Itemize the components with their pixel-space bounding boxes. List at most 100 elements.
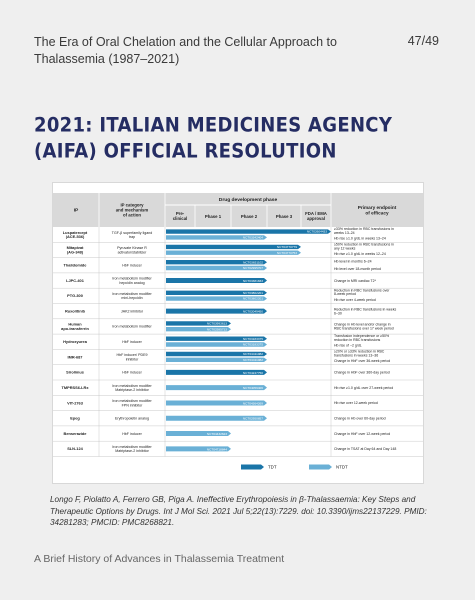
header-approval: FDA / EMA approval — [305, 211, 327, 221]
pipeline-bar-tdt — [166, 351, 267, 357]
bar-nct-label: NCT04432623 — [207, 432, 227, 436]
row-ip: LJPC-401 — [66, 278, 85, 283]
bar-nct-label: NCT03802201 — [243, 297, 263, 301]
pipeline-bar-ntdt — [166, 446, 231, 452]
row-endpoint: Hb rise over 12-week period — [334, 401, 378, 405]
pipeline-bar-ntdt — [166, 385, 267, 391]
bar-nct-label: NCT03342404 — [243, 236, 263, 240]
pipeline-bar-tdt — [166, 369, 267, 375]
page-number: 47/49 — [407, 34, 439, 48]
bar-nct-label: NCT04247750 — [243, 371, 263, 375]
pipeline-bar-ntdt — [166, 357, 267, 362]
bar-nct-label: NCT04718844 — [207, 447, 227, 451]
pipeline-bar-ntdt — [166, 431, 231, 437]
pipeline-bar-ntdt — [166, 342, 267, 347]
row-ip: SLN-124 — [67, 446, 83, 451]
bar-nct-label: NCT04059406 — [243, 386, 263, 390]
bar-nct-label: NCT03381833 — [243, 279, 263, 283]
row-endpoint: Reduction in RBC transfusions over 8-week… — [334, 288, 390, 296]
row-category: Iron metabolism modifier Matriptase-2 inh… — [112, 445, 152, 453]
row-ip: Hydroxyurea — [63, 339, 88, 344]
row-endpoint: Change in MRI cardiac T2* — [334, 279, 377, 283]
pipeline-bar-tdt — [166, 244, 301, 250]
row-ip: Epeg — [70, 416, 80, 421]
row-endpoint: Change in TSAT at Day 64 and Day 148 — [334, 447, 396, 451]
pipeline-bar-ntdt — [166, 250, 301, 255]
row-ip: Benserazide — [64, 431, 88, 436]
row-category: HbF inducer — [122, 432, 142, 436]
table-header-bg — [53, 193, 423, 227]
pipeline-bar-ntdt — [166, 265, 267, 271]
header-endpoint: Primary endpoint of efficacy — [358, 205, 397, 215]
pipeline-bar-tdt — [166, 229, 331, 234]
row-category: TGF-β superfamily ligand trap — [112, 231, 152, 239]
bar-nct-label: NCT02950857 — [243, 417, 263, 421]
pipeline-bar-tdt — [166, 308, 267, 314]
bar-nct-label: NCT02995707 — [243, 266, 263, 270]
presentation-title: The Era of Oral Chelation and the Cellul… — [34, 35, 337, 66]
row-category: Iron metabolism modifier mini-hepcidin — [112, 292, 152, 300]
pipeline-bar-ntdt — [166, 415, 267, 421]
row-category: HbF inducer/ PDE9 inhibitor — [117, 353, 148, 361]
legend-ntdt-swatch — [309, 464, 332, 470]
row-ip: Ruxolitinib — [65, 309, 86, 314]
row-endpoint: Change in Hb level and/or change in RBC t… — [334, 323, 394, 331]
header-ip: IP — [74, 208, 79, 214]
pipeline-bar-tdt — [166, 290, 267, 295]
row-category: Erythropoietin analog — [115, 417, 149, 421]
bar-nct-label: NCT03993613 — [207, 322, 227, 326]
row-ip: TMPRSS6-LRx — [61, 385, 89, 390]
row-endpoint: Hb rise ≥1.0 g/dL in weeks 12–24 — [334, 252, 386, 256]
row-ip: Mitapivat (AG-348) — [67, 245, 85, 254]
row-endpoint: Hb level in months 6–24 — [334, 260, 372, 264]
drug-development-figure: IP IP category and mechanism of action Drug … — [52, 182, 424, 484]
row-endpoint: Hb rise ≥1.0 g/dL over 27-week period — [334, 386, 393, 390]
row-endpoint: Change in HbF over 12-week period — [334, 432, 390, 436]
legend-ntdt-label: NTDT — [336, 465, 348, 470]
pipeline-bar-tdt — [166, 278, 267, 284]
row-category: JAK2 inhibitor — [121, 309, 144, 313]
slide-title: 2021: Italian Medicines Agency (AIFA) Of… — [34, 114, 393, 163]
row-endpoint: Change in HbF over 36-week period — [334, 359, 390, 363]
legend-tdt-label: TDT — [268, 465, 277, 470]
pipeline-bar-ntdt — [166, 296, 267, 301]
row-category: HbF inducer — [122, 340, 142, 344]
bar-nct-label: NCT03651102 — [243, 260, 263, 264]
row-endpoint: ≥50% reduction in RBC transfusions in any… — [334, 242, 394, 250]
bar-nct-label: NCT04770753 — [277, 251, 297, 255]
row-ip: IMR-687 — [68, 354, 83, 359]
header-phase1: Phase 1 — [205, 214, 222, 219]
row-ip: Luspatercept (ACE-536) — [63, 230, 88, 239]
row-endpoint: ≥20% or ≥33% reduction in RBC transfusion… — [334, 349, 385, 357]
row-ip: Thalidomide — [64, 263, 88, 268]
row-endpoint: Hb rise ≥1.0 g/dL in weeks 13–24 — [334, 237, 386, 241]
pipeline-bar-tdt — [166, 260, 267, 265]
pipeline-bar-ntdt — [166, 235, 267, 240]
bar-nct-label: NCT03183375 — [243, 343, 263, 347]
pipeline-bar-tdt — [166, 336, 267, 341]
row-endpoint: Change in Hb over 60-day period — [334, 416, 386, 420]
row-endpoint: Hb level over 18-month period — [334, 267, 381, 271]
row-category: HbF inducer — [122, 371, 142, 375]
row-endpoint: Transfusion independence or ≥50% reductio… — [334, 334, 389, 342]
header-phase-group: Drug development phase — [219, 197, 278, 203]
row-category: Iron metabolism modifier Matriptase-2 inh… — [112, 384, 152, 392]
pipeline-bar-tdt — [166, 321, 231, 326]
row-ip: PTG-300 — [67, 293, 83, 298]
row-ip: Sirolimus — [66, 370, 84, 375]
pipeline-bar-ntdt — [166, 400, 267, 406]
row-endpoint: ≥33% reduction in RBC transfusions in wee… — [334, 227, 394, 235]
row-endpoint: Change in HbF over 360-day period — [334, 371, 390, 375]
bar-nct-label: NCT03802201 — [243, 291, 263, 295]
row-category: Iron metabolism modifier — [112, 325, 152, 329]
footer: A Brief History of Advances in Thalassem… — [34, 553, 285, 565]
row-endpoint: Reduction in RBC transfusions in weeks 6–… — [334, 307, 397, 315]
citation: Longo F, Piolatto A, Ferrero GB, Piga A.… — [50, 495, 427, 527]
legend-tdt-swatch — [241, 464, 264, 470]
bar-nct-label: NCT04770779 — [277, 245, 297, 249]
row-category: Iron metabolism modifier hepcidin analog — [112, 277, 152, 285]
pipeline-bar-ntdt — [166, 327, 231, 332]
bar-nct-label: NCT04411082 — [243, 352, 263, 356]
bar-nct-label: NCT02585713 — [207, 327, 227, 331]
bar-nct-label: NCT04411082 — [243, 358, 263, 362]
